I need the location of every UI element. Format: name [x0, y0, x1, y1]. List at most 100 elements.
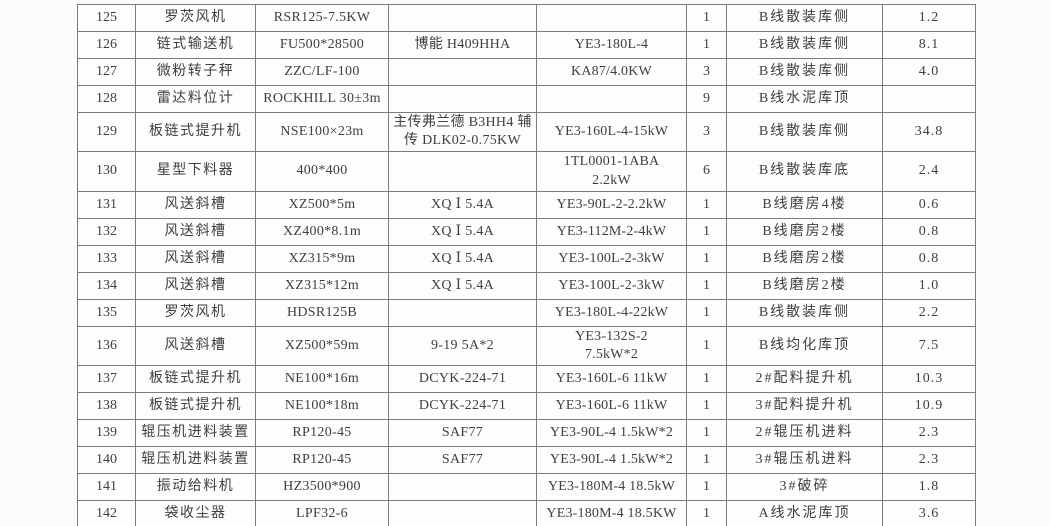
table-cell: FU500*28500	[255, 31, 389, 59]
table-cell: 星型下料器	[135, 151, 256, 192]
table-cell: YE3-160L-6 11kW	[536, 392, 687, 421]
table-cell: XQ Ⅰ 5.4A	[388, 217, 537, 246]
table-cell	[388, 4, 537, 32]
table-cell: 139	[77, 419, 136, 448]
table-cell: 3#辊压机进料	[726, 446, 883, 475]
table-cell: LPF32-6	[255, 500, 389, 526]
table-cell: 1	[686, 217, 727, 246]
table-cell: 博能 H409HHA	[388, 31, 537, 59]
table-cell: RSR125-7.5KW	[255, 4, 389, 32]
table-cell: YE3-180M-4 18.5KW	[536, 500, 687, 526]
table-cell: YE3-90L-4 1.5kW*2	[536, 419, 687, 448]
table-cell: 1.0	[882, 271, 976, 300]
table-cell: 138	[77, 392, 136, 421]
table-cell: B线散装库侧	[726, 31, 883, 59]
table-cell	[388, 298, 537, 327]
table-cell: B线磨房2楼	[726, 271, 883, 300]
table-cell: XZ500*5m	[255, 190, 389, 219]
table-cell	[536, 4, 687, 32]
table-cell: NE100*18m	[255, 392, 389, 421]
table-cell: 128	[77, 85, 136, 113]
table-cell: B线磨房2楼	[726, 217, 883, 246]
table-cell: XQ Ⅰ 5.4A	[388, 244, 537, 273]
table-cell: 1.2	[882, 4, 976, 32]
table-cell: 3.6	[882, 500, 976, 526]
table-cell: 板链式提升机	[135, 365, 256, 394]
table-cell: 2#配料提升机	[726, 365, 883, 394]
table-cell: 142	[77, 500, 136, 526]
table-cell: 137	[77, 365, 136, 394]
table-cell: 板链式提升机	[135, 111, 256, 153]
table-cell: 袋收尘器	[135, 500, 256, 526]
table-cell: RP120-45	[255, 446, 389, 475]
table-cell: 10.9	[882, 392, 976, 421]
table-cell: 0.8	[882, 217, 976, 246]
table-cell: 辊压机进料装置	[135, 446, 256, 475]
table-cell: NSE100×23m	[255, 111, 389, 153]
table-cell	[388, 58, 537, 86]
table-cell: 链式输送机	[135, 31, 256, 59]
table-cell: 9	[686, 85, 727, 113]
table-cell: 7.5	[882, 325, 976, 367]
table-cell: YE3-90L-4 1.5kW*2	[536, 446, 687, 475]
table-cell: HDSR125B	[255, 298, 389, 327]
table-row: 134 风送斜槽 XZ315*12m XQ Ⅰ 5.4A YE3-100L-2-3kW 1…	[77, 271, 976, 300]
table-cell: 罗茨风机	[135, 298, 256, 327]
table-cell: B线均化库顶	[726, 325, 883, 367]
table-cell: 1	[686, 500, 727, 526]
table-cell: 1TL0001-1ABA 2.2kW	[536, 151, 687, 192]
table-cell: 主传弗兰德 B3HH4 辅 传 DLK02-0.75KW	[388, 111, 537, 153]
table-cell: B线散装库侧	[726, 111, 883, 153]
table-cell: 1	[686, 392, 727, 421]
table-cell: KA87/4.0KW	[536, 58, 687, 86]
table-cell: 罗茨风机	[135, 4, 256, 32]
table-cell: NE100*16m	[255, 365, 389, 394]
table-row: 141 振动给料机 HZ3500*900 YE3-180M-4 18.5kW 1 3#破碎…	[77, 473, 976, 502]
table-cell: 10.3	[882, 365, 976, 394]
table-cell: 风送斜槽	[135, 325, 256, 367]
table-row: 132 风送斜槽 XZ400*8.1m XQ Ⅰ 5.4A YE3-112M-2-4kW…	[77, 217, 976, 246]
table-cell: DCYK-224-71	[388, 365, 537, 394]
table-cell: B线磨房2楼	[726, 244, 883, 273]
table-cell: 1	[686, 419, 727, 448]
table-cell	[388, 151, 537, 192]
equipment-table: 125 罗茨风机 RSR125-7.5KW 1 B线散装库侧 1.2 126 链式输送机 FU5…	[77, 4, 976, 526]
table-cell: YE3-100L-2-3kW	[536, 271, 687, 300]
table-cell: 34.8	[882, 111, 976, 153]
table-row: 128 雷达料位计 ROCKHILL 30±3m 9 B线水泥库顶	[77, 85, 976, 113]
table-cell: YE3-180M-4 18.5kW	[536, 473, 687, 502]
table-cell	[536, 85, 687, 113]
table-cell: 1	[686, 271, 727, 300]
table-cell: 1	[686, 473, 727, 502]
table-cell	[388, 85, 537, 113]
table-cell: 132	[77, 217, 136, 246]
table-cell: 3#破碎	[726, 473, 883, 502]
table-cell: 3	[686, 58, 727, 86]
table-cell: 2.2	[882, 298, 976, 327]
table-cell: 2.4	[882, 151, 976, 192]
table-cell: 风送斜槽	[135, 190, 256, 219]
table-cell: 140	[77, 446, 136, 475]
table-cell: YE3-160L-4-15kW	[536, 111, 687, 153]
table-cell: 1	[686, 446, 727, 475]
table-cell: A线水泥库顶	[726, 500, 883, 526]
table-cell: 2.3	[882, 419, 976, 448]
table-cell: DCYK-224-71	[388, 392, 537, 421]
table-cell: B线散装库侧	[726, 58, 883, 86]
table-cell: 3#配料提升机	[726, 392, 883, 421]
table-cell: YE3-100L-2-3kW	[536, 244, 687, 273]
table-cell: 板链式提升机	[135, 392, 256, 421]
table-cell: SAF77	[388, 419, 537, 448]
table-cell: XZ315*12m	[255, 271, 389, 300]
table-cell: 风送斜槽	[135, 271, 256, 300]
table-cell: 1	[686, 4, 727, 32]
table-cell: 4.0	[882, 58, 976, 86]
table-cell: SAF77	[388, 446, 537, 475]
table-row: 125 罗茨风机 RSR125-7.5KW 1 B线散装库侧 1.2	[77, 4, 976, 32]
table-row: 129 板链式提升机 NSE100×23m 主传弗兰德 B3HH4 辅 传 DLK02…	[77, 111, 976, 153]
table-cell: RP120-45	[255, 419, 389, 448]
table-cell: 131	[77, 190, 136, 219]
table-cell: 127	[77, 58, 136, 86]
table-cell: B线散装库侧	[726, 4, 883, 32]
